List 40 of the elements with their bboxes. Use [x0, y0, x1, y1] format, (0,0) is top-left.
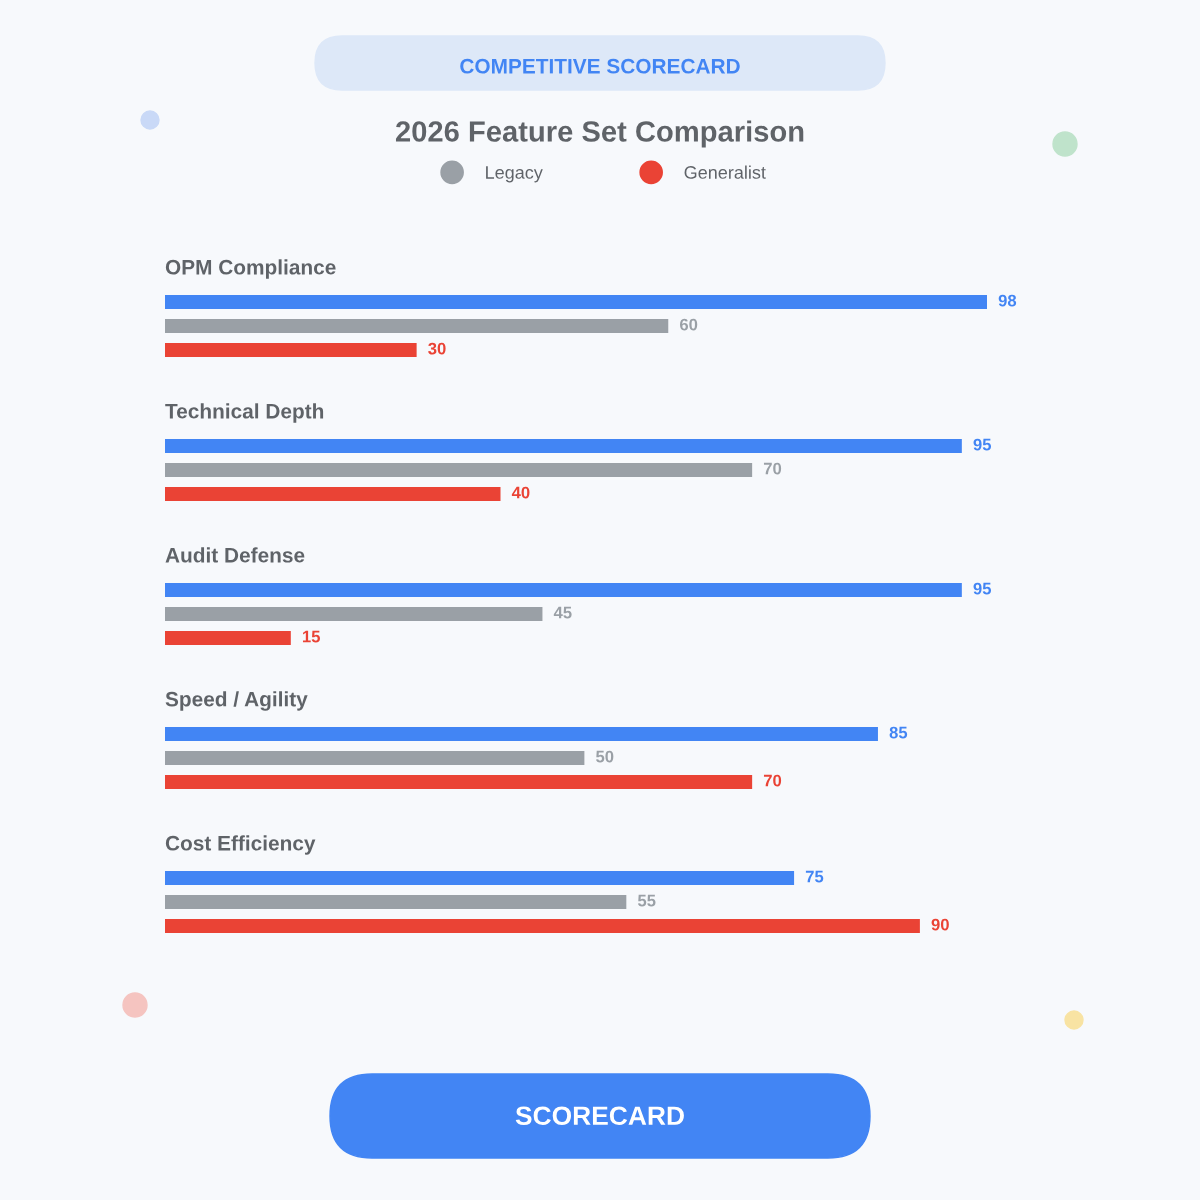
- data-label: 98: [998, 294, 1017, 307]
- data-label: 70: [763, 774, 782, 787]
- y-tick-label: OPM Compliance: [165, 259, 336, 279]
- data-label: 15: [302, 630, 320, 643]
- text: SCORECARD: [515, 1106, 684, 1126]
- data-label: 40: [511, 486, 530, 499]
- chart-title: 2026 Feature Set Comparison: [395, 120, 804, 148]
- bar: [165, 463, 753, 477]
- chart-subtitle: COMPETITIVE SCORECARD: [460, 58, 740, 74]
- bar: [165, 439, 962, 453]
- bar: [165, 343, 417, 357]
- data-label: 95: [973, 438, 992, 451]
- data-label: 30: [428, 342, 446, 355]
- bar: [165, 871, 795, 885]
- data-label: 70: [763, 462, 782, 475]
- legend-label: Generalist: [684, 165, 766, 179]
- data-label: 55: [637, 894, 656, 907]
- bar: [165, 631, 291, 645]
- data-label: 90: [931, 918, 949, 931]
- bar: [165, 775, 753, 789]
- data-label: 95: [973, 582, 992, 595]
- bar: [165, 895, 627, 909]
- bar: [165, 583, 962, 597]
- bar: [165, 607, 543, 621]
- bar: [165, 295, 987, 309]
- y-tick-label: Cost Efficiency: [165, 835, 316, 855]
- bar: [165, 751, 585, 765]
- y-tick-label: Technical Depth: [165, 403, 324, 423]
- y-tick-label: Speed / Agility: [165, 691, 308, 711]
- data-label: 75: [805, 870, 824, 883]
- bar: [165, 727, 878, 741]
- data-label: 50: [596, 750, 614, 763]
- bar: [165, 319, 669, 333]
- bar: [165, 487, 501, 501]
- data-label: 60: [679, 318, 698, 331]
- legend-label: Legacy: [486, 166, 543, 183]
- bar: [165, 919, 920, 933]
- data-label: 45: [553, 606, 572, 619]
- y-tick-label: Audit Defense: [165, 547, 305, 563]
- data-label: 85: [889, 726, 908, 739]
